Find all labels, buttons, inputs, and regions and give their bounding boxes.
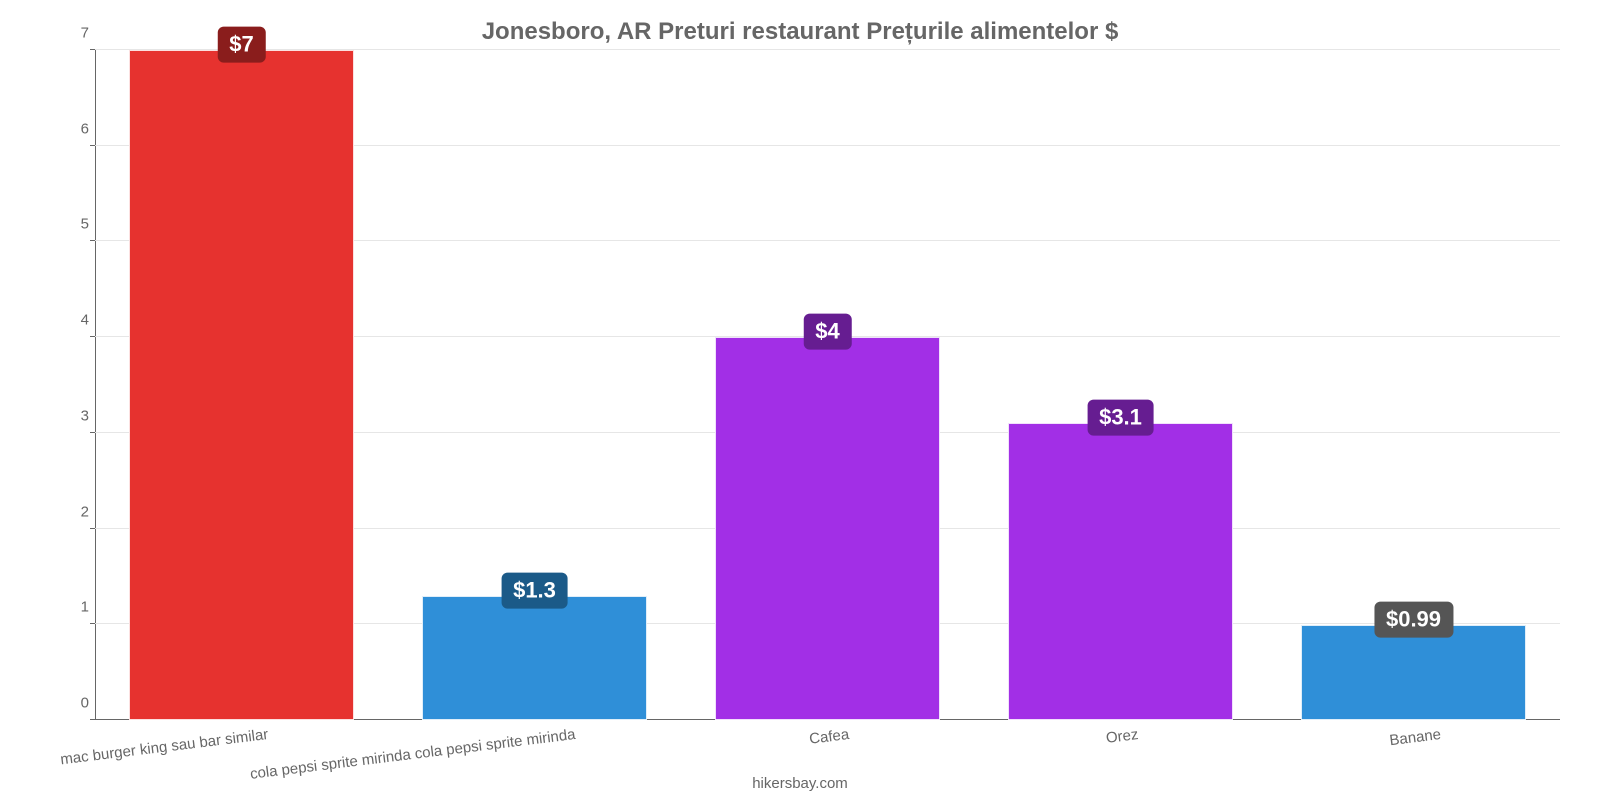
bar [1301,625,1527,720]
bar [1008,423,1234,720]
bar-slot: $1.3cola pepsi sprite mirinda cola pepsi… [388,50,681,720]
bar-value-label: $4 [803,314,851,350]
y-tick-label: 6 [55,120,89,137]
plot-area: 01234567$7mac burger king sau bar simila… [95,50,1560,720]
x-category-label: Orez [1104,726,1138,747]
y-tick-label: 3 [55,407,89,424]
chart-title: Jonesboro, AR Preturi restaurant Prețuri… [40,18,1560,46]
y-tick-label: 0 [55,695,89,712]
bar [715,337,941,720]
y-tick-label: 4 [55,312,89,329]
bar-value-label: $3.1 [1087,400,1154,436]
y-tick-label: 5 [55,216,89,233]
bar-value-label: $7 [217,27,265,63]
bar-slot: $4Cafea [681,50,974,720]
bar-slot: $3.1Orez [974,50,1267,720]
bar-slot: $7mac burger king sau bar similar [95,50,388,720]
x-category-label: mac burger king sau bar similar [59,726,269,768]
x-category-label: Cafea [808,726,850,748]
bar-slot: $0.99Banane [1267,50,1560,720]
y-tick-label: 2 [55,503,89,520]
y-tick-label: 1 [55,599,89,616]
bar-value-label: $0.99 [1374,602,1453,638]
y-tick-label: 7 [55,25,89,42]
bar [422,596,648,720]
chart-container: Jonesboro, AR Preturi restaurant Prețuri… [0,0,1600,800]
attribution-text: hikersbay.com [0,775,1600,792]
bar-value-label: $1.3 [501,572,568,608]
bar [129,50,355,720]
x-category-label: Banane [1388,726,1441,749]
